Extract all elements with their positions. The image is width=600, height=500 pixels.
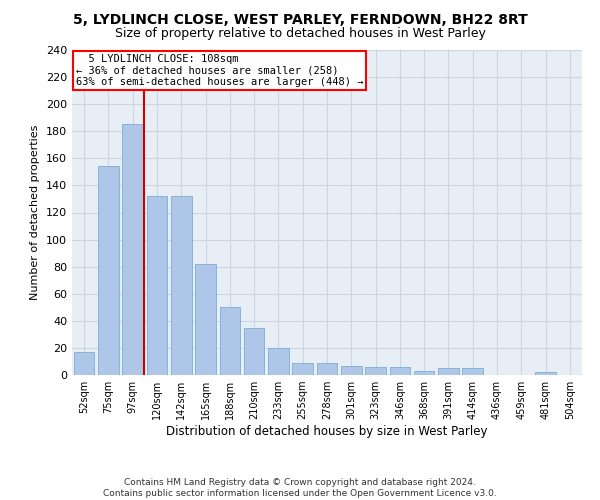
Bar [438, 368, 459, 375]
Bar [220, 308, 240, 375]
Bar [365, 367, 386, 375]
Bar [268, 348, 289, 375]
Bar [341, 366, 362, 375]
Bar [74, 352, 94, 375]
Bar [244, 328, 265, 375]
X-axis label: Distribution of detached houses by size in West Parley: Distribution of detached houses by size … [166, 425, 488, 438]
Bar [389, 367, 410, 375]
Text: Contains HM Land Registry data © Crown copyright and database right 2024.
Contai: Contains HM Land Registry data © Crown c… [103, 478, 497, 498]
Bar [535, 372, 556, 375]
Text: 5 LYDLINCH CLOSE: 108sqm  
← 36% of detached houses are smaller (258)
63% of sem: 5 LYDLINCH CLOSE: 108sqm ← 36% of detach… [76, 54, 363, 88]
Bar [414, 371, 434, 375]
Bar [317, 363, 337, 375]
Bar [98, 166, 119, 375]
Y-axis label: Number of detached properties: Number of detached properties [31, 125, 40, 300]
Bar [195, 264, 216, 375]
Bar [122, 124, 143, 375]
Bar [292, 363, 313, 375]
Text: 5, LYDLINCH CLOSE, WEST PARLEY, FERNDOWN, BH22 8RT: 5, LYDLINCH CLOSE, WEST PARLEY, FERNDOWN… [73, 12, 527, 26]
Bar [171, 196, 191, 375]
Bar [463, 368, 483, 375]
Text: Size of property relative to detached houses in West Parley: Size of property relative to detached ho… [115, 28, 485, 40]
Bar [146, 196, 167, 375]
